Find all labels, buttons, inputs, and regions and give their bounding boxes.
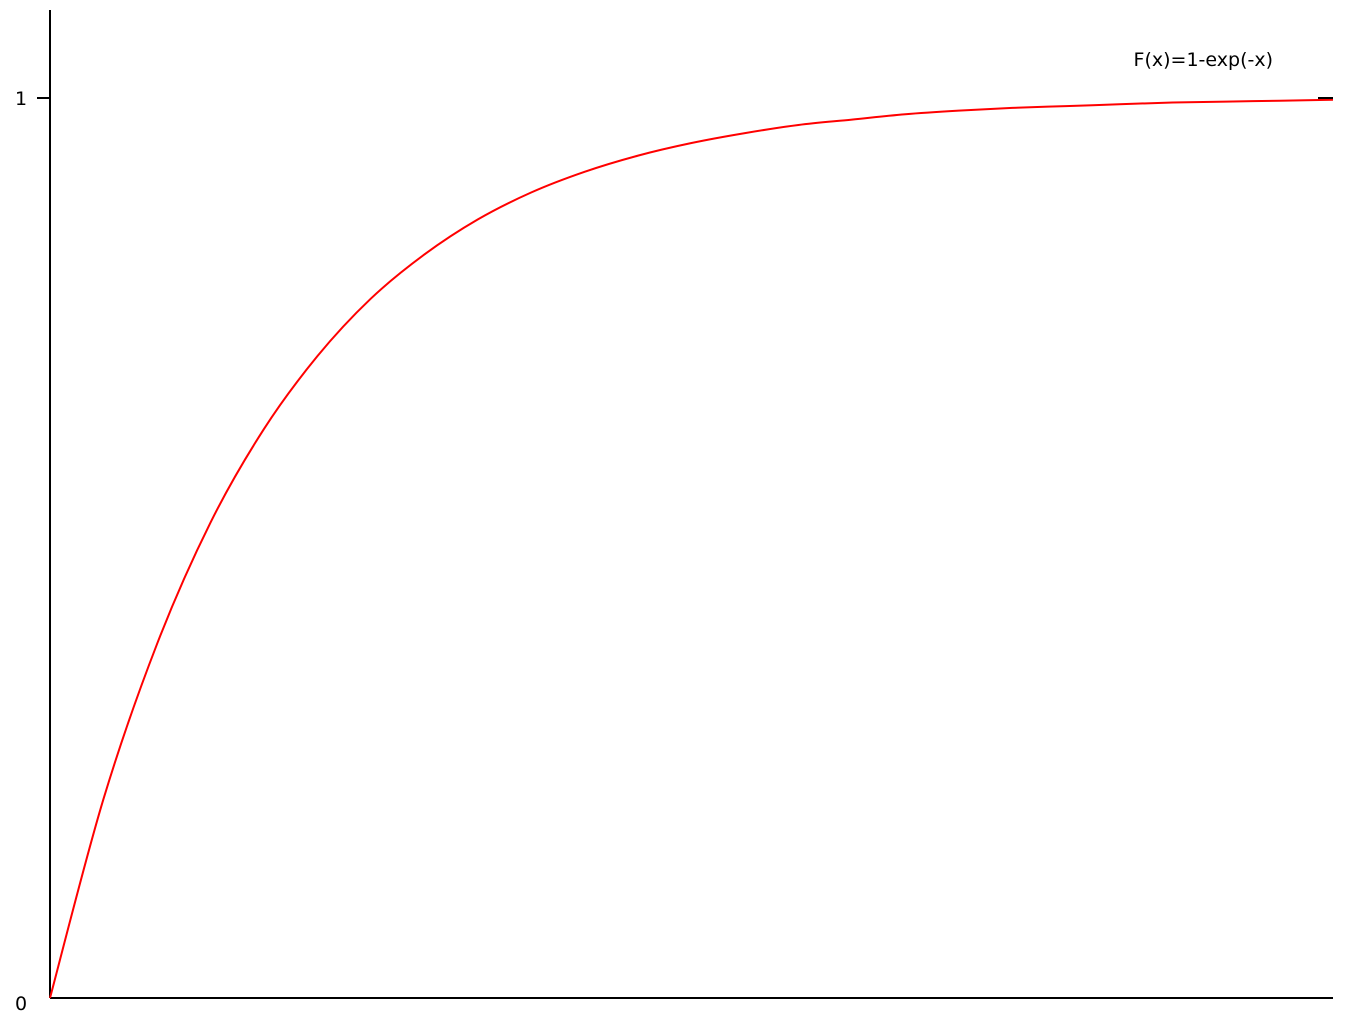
legend-label: F(x)=1-exp(-x) (1134, 49, 1273, 71)
y-tick-label: 1 (15, 88, 27, 110)
y-tick-label: 0 (15, 993, 27, 1015)
y-ticks: 01 (15, 88, 50, 1015)
series-line (49, 98, 1334, 999)
